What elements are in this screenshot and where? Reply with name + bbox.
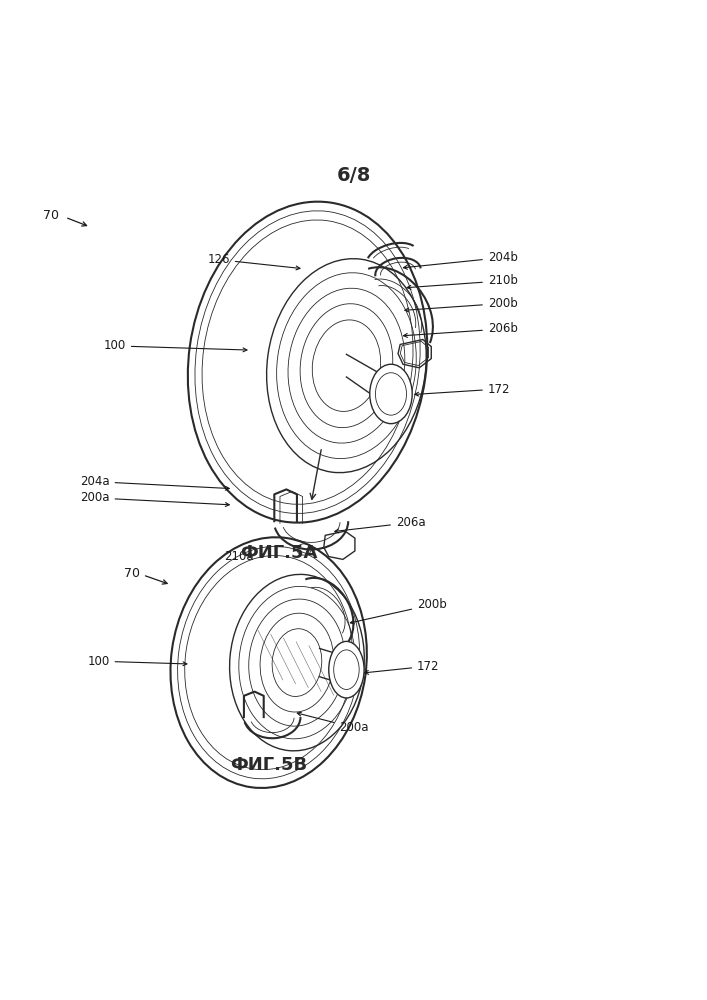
Text: 206a: 206a [335,516,426,533]
Text: 200b: 200b [405,297,518,312]
Text: 206b: 206b [404,322,518,337]
Text: ФИГ.5А: ФИГ.5А [240,544,318,562]
Ellipse shape [185,556,352,769]
Text: 100: 100 [88,655,187,668]
Ellipse shape [334,650,359,689]
Text: 210a: 210a [224,550,254,563]
Text: 172: 172 [415,383,510,396]
Ellipse shape [370,364,412,424]
Text: 70: 70 [42,209,59,222]
Text: 200a: 200a [80,491,229,506]
Text: 6/8: 6/8 [337,166,370,185]
Text: 172: 172 [365,660,440,674]
Text: 70: 70 [124,567,140,580]
Text: 210b: 210b [407,274,518,289]
Text: 200b: 200b [351,598,447,624]
Text: 126: 126 [207,253,300,270]
Text: 204b: 204b [404,251,518,269]
Ellipse shape [375,373,407,415]
Text: 204a: 204a [80,475,229,490]
Ellipse shape [329,641,364,698]
FancyBboxPatch shape [35,528,672,769]
Text: 100: 100 [104,339,247,352]
Ellipse shape [203,221,412,504]
Text: ФИГ.5В: ФИГ.5В [230,756,308,774]
Text: 200a: 200a [298,712,369,734]
